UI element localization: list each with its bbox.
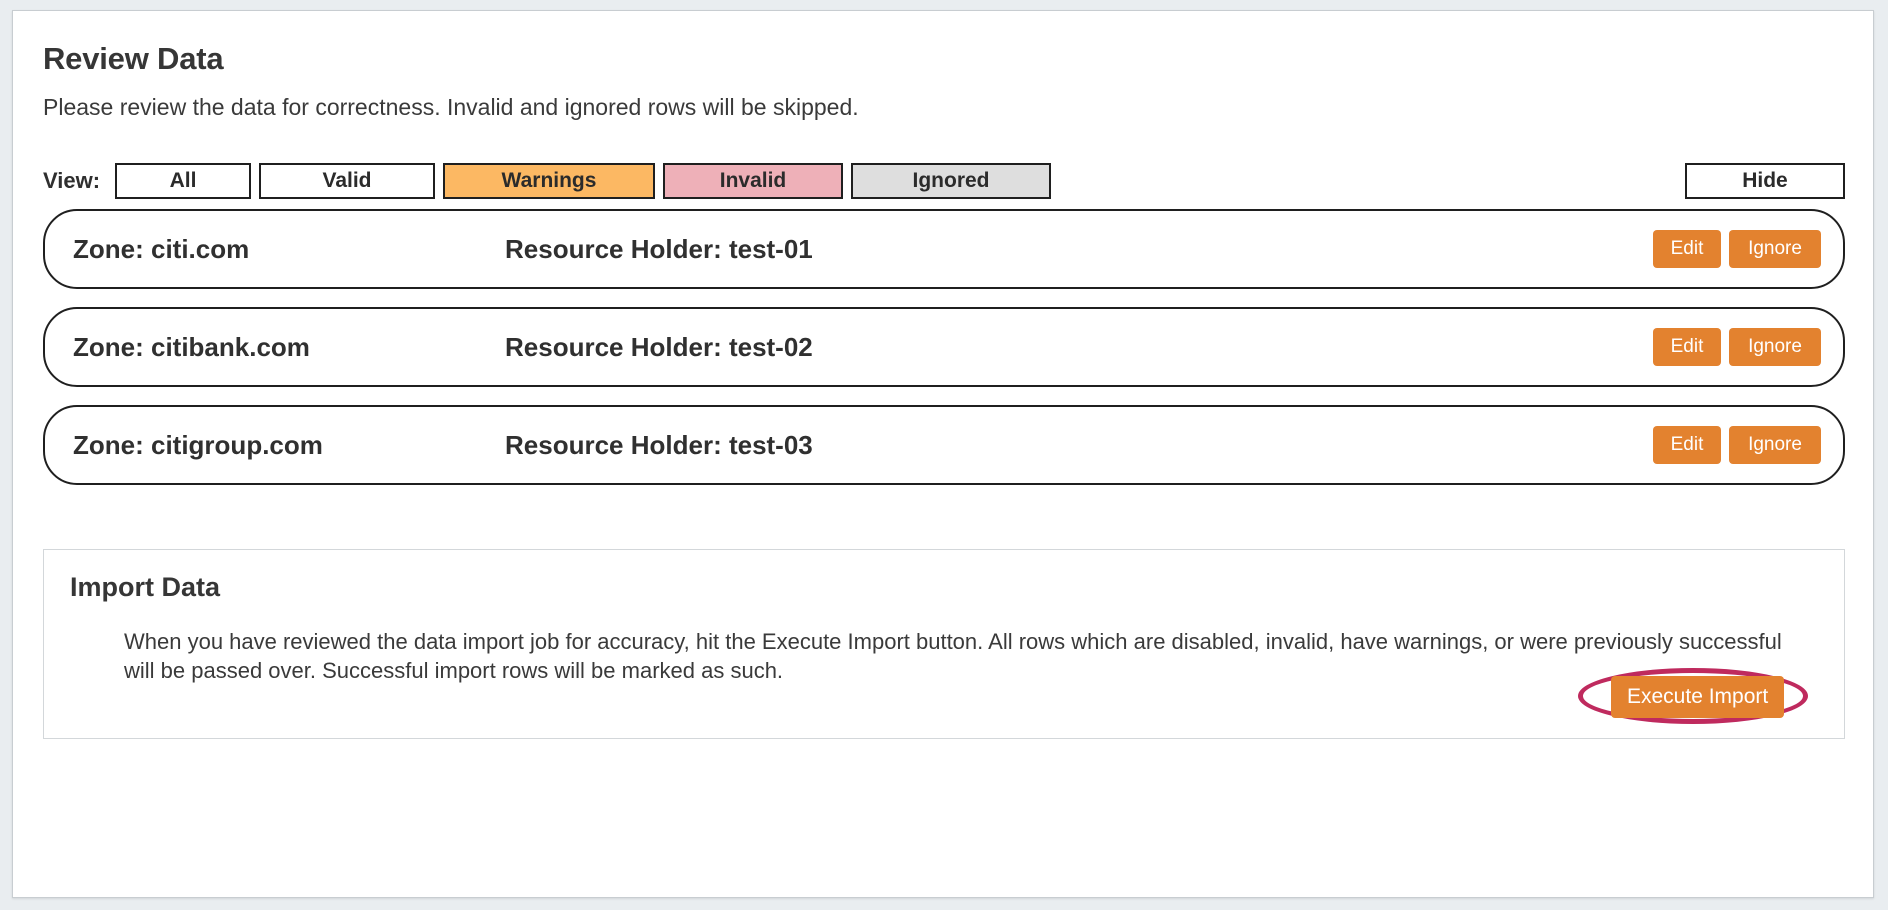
hide-button[interactable]: Hide — [1685, 163, 1845, 199]
row-actions: Edit Ignore — [1653, 230, 1821, 268]
page-subtitle: Please review the data for correctness. … — [43, 94, 859, 120]
ignore-button[interactable]: Ignore — [1729, 426, 1821, 464]
execute-import-annotated-region: Execute Import — [1578, 668, 1808, 724]
view-filter-group: All Valid Warnings Invalid Ignored — [115, 163, 1059, 199]
review-data-card: Review Data Please review the data for c… — [12, 10, 1874, 898]
import-data-title: Import Data — [70, 572, 221, 602]
filter-button-warnings[interactable]: Warnings — [443, 163, 655, 199]
table-row[interactable]: Zone: citigroup.com Resource Holder: tes… — [43, 405, 1845, 485]
edit-button[interactable]: Edit — [1653, 328, 1721, 366]
view-filter-bar: View: All Valid Warnings Invalid Ignored… — [43, 163, 1845, 199]
ignore-button[interactable]: Ignore — [1729, 230, 1821, 268]
filter-button-invalid[interactable]: Invalid — [663, 163, 843, 199]
table-row[interactable]: Zone: citi.com Resource Holder: test-01 … — [43, 209, 1845, 289]
import-data-panel: Import Data When you have reviewed the d… — [43, 549, 1845, 739]
view-label: View: — [43, 168, 101, 193]
row-zone-label: Zone: citi.com — [73, 233, 250, 264]
row-holder-label: Resource Holder: test-01 — [505, 233, 813, 264]
execute-import-button[interactable]: Execute Import — [1611, 676, 1785, 718]
filter-button-valid[interactable]: Valid — [259, 163, 435, 199]
filter-button-ignored[interactable]: Ignored — [851, 163, 1051, 199]
table-row[interactable]: Zone: citibank.com Resource Holder: test… — [43, 307, 1845, 387]
ignore-button[interactable]: Ignore — [1729, 328, 1821, 366]
import-data-description: When you have reviewed the data import j… — [124, 629, 1782, 684]
row-zone-label: Zone: citibank.com — [73, 331, 310, 362]
data-rows-list: Zone: citi.com Resource Holder: test-01 … — [43, 209, 1845, 503]
row-holder-label: Resource Holder: test-02 — [505, 331, 813, 362]
row-actions: Edit Ignore — [1653, 328, 1821, 366]
filter-button-all[interactable]: All — [115, 163, 251, 199]
edit-button[interactable]: Edit — [1653, 230, 1721, 268]
row-holder-label: Resource Holder: test-03 — [505, 429, 813, 460]
page-title: Review Data — [43, 41, 224, 76]
row-actions: Edit Ignore — [1653, 426, 1821, 464]
edit-button[interactable]: Edit — [1653, 426, 1721, 464]
row-zone-label: Zone: citigroup.com — [73, 429, 323, 460]
